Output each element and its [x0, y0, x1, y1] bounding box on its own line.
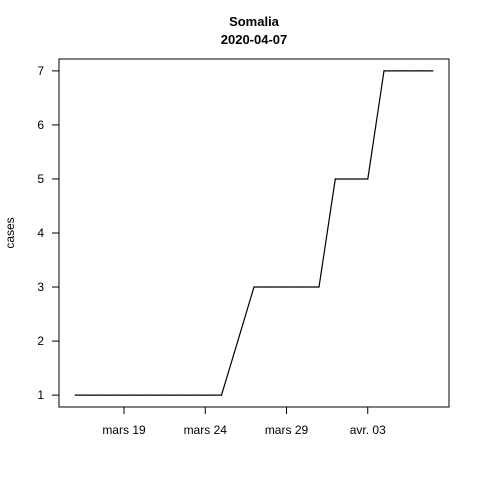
y-axis: 1 2 3 4 5 6 7 — [37, 64, 59, 402]
data-point — [221, 395, 222, 396]
x-tick-label: mars 24 — [184, 423, 228, 437]
chart-subtitle: 2020-04-07 — [221, 32, 288, 47]
data-point — [367, 178, 368, 179]
x-tick-label: avr. 03 — [350, 423, 386, 437]
data-point — [107, 395, 108, 396]
data-point — [302, 286, 303, 287]
y-tick-label: 3 — [37, 280, 44, 294]
data-point — [383, 70, 384, 71]
data-point — [351, 178, 352, 179]
data-point — [335, 178, 336, 179]
y-tick-label: 6 — [37, 118, 44, 132]
data-point — [432, 70, 433, 71]
series-layer — [75, 70, 434, 395]
data-point — [172, 395, 173, 396]
data-point — [416, 70, 417, 71]
data-point — [253, 286, 254, 287]
y-tick-label: 1 — [37, 388, 44, 402]
data-point — [156, 395, 157, 396]
data-point — [140, 395, 141, 396]
data-point — [400, 70, 401, 71]
y-tick-label: 2 — [37, 334, 44, 348]
y-tick-label: 7 — [37, 64, 44, 78]
chart-title: Somalia — [229, 14, 280, 29]
y-axis-label: cases — [3, 217, 17, 248]
x-tick-label: mars 29 — [265, 423, 309, 437]
data-point — [123, 395, 124, 396]
data-point — [237, 341, 238, 342]
data-point — [91, 395, 92, 396]
cases-line — [75, 71, 433, 395]
y-tick-label: 5 — [37, 172, 44, 186]
data-point — [188, 395, 189, 396]
data-point — [205, 395, 206, 396]
x-axis: mars 19 mars 24 mars 29 avr. 03 — [102, 407, 386, 437]
data-point — [75, 395, 76, 396]
plot-frame — [59, 59, 449, 407]
data-point — [318, 286, 319, 287]
y-tick-label: 4 — [37, 226, 44, 240]
x-tick-label: mars 19 — [102, 423, 146, 437]
data-point — [270, 286, 271, 287]
data-point — [286, 286, 287, 287]
